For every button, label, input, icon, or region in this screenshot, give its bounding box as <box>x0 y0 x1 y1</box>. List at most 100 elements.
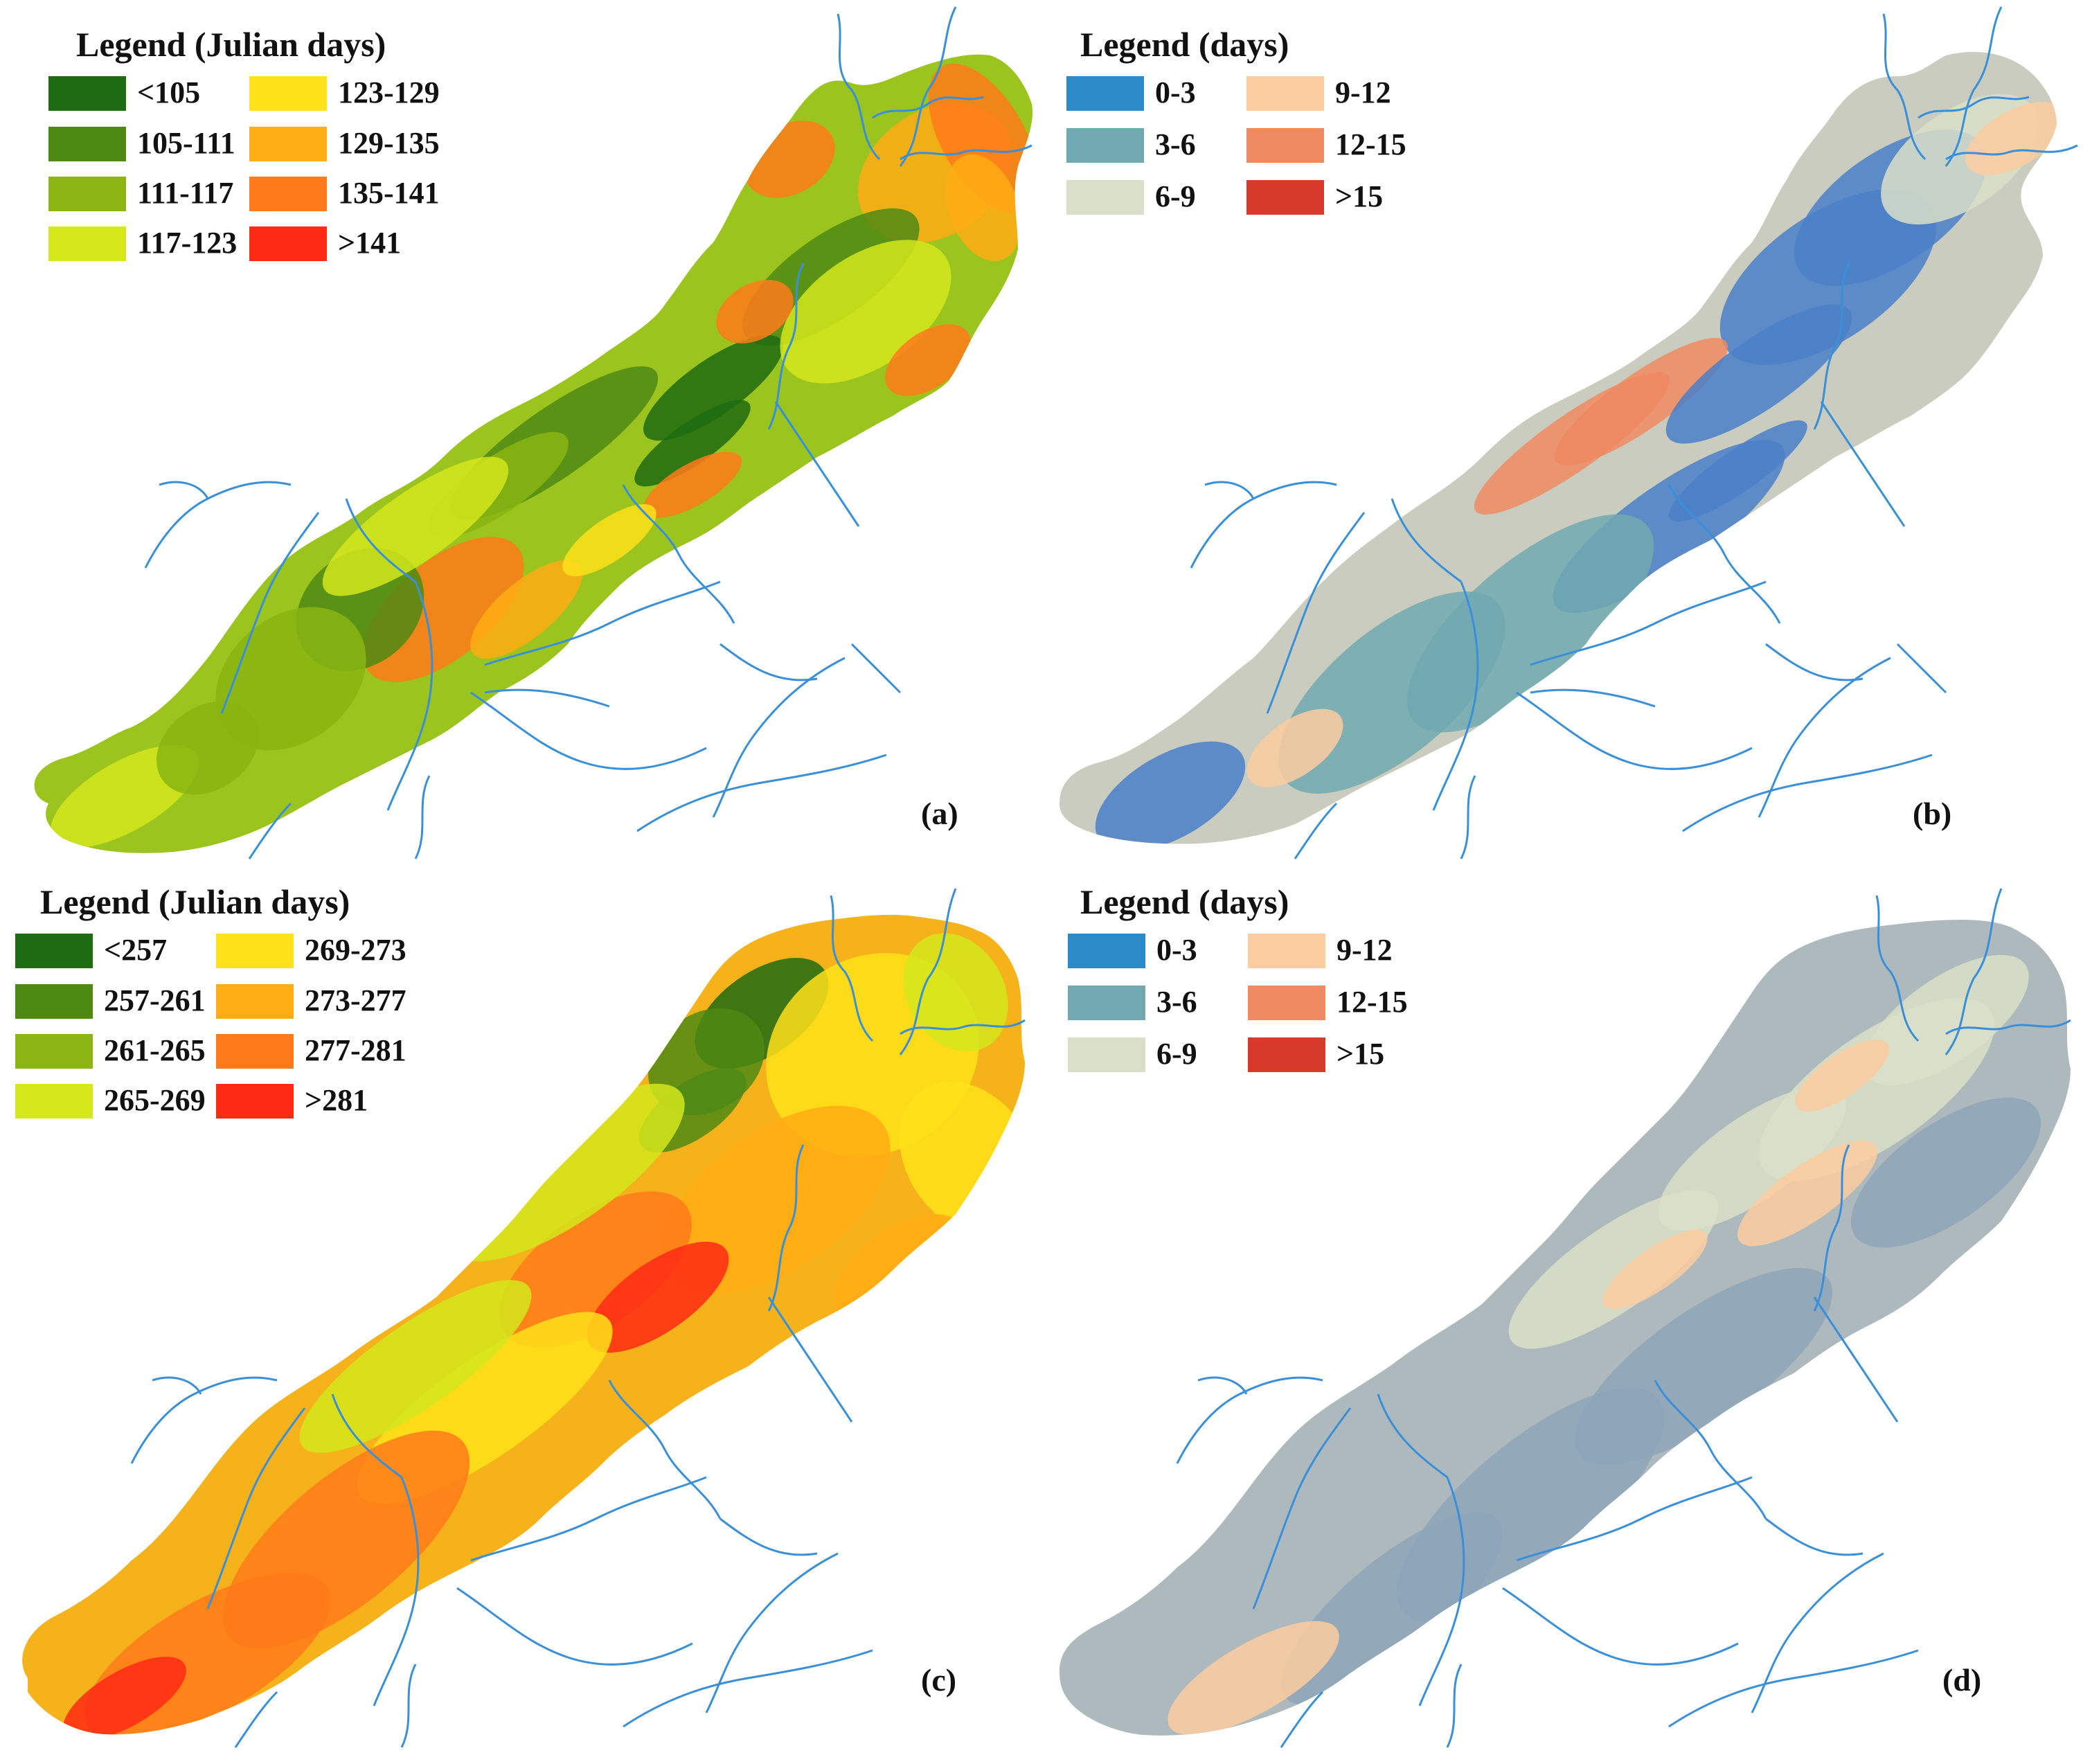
river-line <box>622 484 735 624</box>
river-line <box>484 580 721 666</box>
river-line <box>899 6 957 167</box>
legend-swatch <box>1068 986 1145 1020</box>
river-line <box>1813 1144 1850 1312</box>
panel-label-b: (b) <box>1913 796 1952 831</box>
river-line <box>767 1297 853 1423</box>
legend-swatch <box>216 1084 294 1119</box>
river-line <box>470 691 707 770</box>
river-line <box>386 581 433 811</box>
river-line <box>1751 1552 1884 1713</box>
river-line <box>1190 481 1337 569</box>
raster-texture <box>1168 954 2041 1736</box>
legend-label: 273-277 <box>305 983 406 1017</box>
legend-label: >15 <box>1335 179 1384 213</box>
map-a <box>34 6 1032 859</box>
river-line <box>331 1393 402 1479</box>
legend-swatch <box>1068 934 1145 968</box>
river-line <box>1530 688 1656 708</box>
legend-label: 6-9 <box>1155 179 1196 213</box>
river-line <box>1516 691 1753 770</box>
legend-swatch <box>1066 180 1144 215</box>
legend-title: Legend (Julian days) <box>76 25 386 64</box>
river-line <box>159 481 209 499</box>
legend-swatch <box>1246 76 1324 111</box>
legend-swatch <box>216 984 294 1019</box>
legend-swatch <box>1248 934 1325 968</box>
river-line <box>872 96 984 119</box>
river-line <box>1446 1664 1463 1748</box>
river-network <box>130 888 1026 1748</box>
river-line <box>767 1144 805 1312</box>
river-line <box>636 754 887 832</box>
river-line <box>1204 481 1255 499</box>
legend-label: 269-273 <box>305 933 406 967</box>
raster-texture <box>1095 93 2057 844</box>
legend-label: 0-3 <box>1155 75 1196 109</box>
map-panel-d: Legend (days) 0-3 3-6 6-9 9-12 12-15 >15 (d) <box>1046 882 2091 1763</box>
legend-swatch <box>48 76 126 111</box>
river-line <box>1813 1297 1899 1423</box>
river-line <box>608 1380 722 1520</box>
legend-swatch <box>1248 1037 1325 1072</box>
map-c <box>22 888 1026 1748</box>
river-line <box>220 512 320 714</box>
map-panel-b: Legend (days) 0-3 3-6 6-9 9-12 12-15 >15 (b) <box>1046 0 2091 882</box>
legend-label: 135-141 <box>338 176 440 210</box>
river-line <box>719 643 818 681</box>
river-line <box>1758 657 1891 818</box>
legend-label: 3-6 <box>1156 985 1197 1019</box>
river-line <box>373 1477 420 1707</box>
legend-label: >15 <box>1336 1037 1385 1071</box>
legend-swatch <box>1246 128 1324 163</box>
river-line <box>1391 498 1462 583</box>
legend-swatch <box>48 127 126 161</box>
river-line <box>1252 1407 1352 1610</box>
river-line <box>705 1552 839 1713</box>
river-line <box>470 1476 707 1562</box>
river-line <box>712 657 846 818</box>
river-line <box>900 144 1032 161</box>
river-line <box>774 401 860 527</box>
legend-label: 257-261 <box>104 983 206 1017</box>
legend-swatch <box>216 1034 294 1069</box>
legend-swatch <box>249 177 327 211</box>
panel-label-d: (d) <box>1942 1662 1982 1698</box>
legend-title: Legend (days) <box>1080 882 1289 921</box>
river-line <box>1266 512 1366 714</box>
legend-label: 9-12 <box>1335 75 1391 109</box>
legend-label: 3-6 <box>1155 127 1196 161</box>
river-line <box>719 1517 818 1556</box>
river-line <box>1294 802 1338 859</box>
legend-label: 105-111 <box>137 126 235 160</box>
river-line <box>1945 888 2003 1055</box>
panel-label-c: (c) <box>921 1662 957 1698</box>
legend-swatch <box>249 127 327 161</box>
river-line <box>900 1019 1026 1035</box>
river-line <box>850 643 902 694</box>
legend-label: 129-135 <box>338 126 440 160</box>
river-line <box>400 1664 417 1748</box>
legend-label: 265-269 <box>104 1083 206 1117</box>
legend-label: 123-129 <box>338 75 440 109</box>
river-line <box>1280 1691 1324 1748</box>
panel-label-a: (a) <box>921 796 958 831</box>
legend-label: >281 <box>305 1083 368 1117</box>
river-line <box>1765 1517 1863 1556</box>
map-b <box>1060 6 2078 859</box>
river-line <box>1530 580 1767 666</box>
legend-swatch <box>15 984 93 1019</box>
river-line <box>456 1587 693 1666</box>
legend-label: 117-123 <box>137 226 238 260</box>
river-line <box>414 775 431 859</box>
legend-label: 12-15 <box>1336 985 1408 1019</box>
legend-swatch <box>48 226 126 261</box>
legend-swatch <box>1066 128 1144 163</box>
river-line <box>623 1649 873 1728</box>
legend-label: <257 <box>104 933 168 967</box>
river-line <box>234 1691 278 1748</box>
legend-swatch <box>15 1034 93 1069</box>
river-line <box>1176 1376 1323 1464</box>
legend-label: 111-117 <box>137 176 234 210</box>
raster-texture <box>63 933 1025 1735</box>
river-line <box>1418 1477 1465 1707</box>
